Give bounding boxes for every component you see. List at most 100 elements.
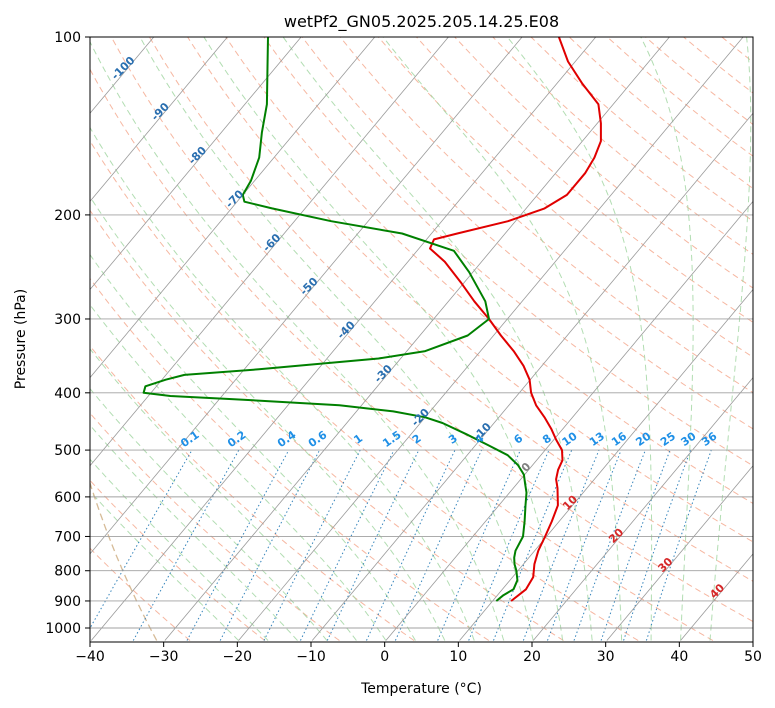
dry-adiabat	[90, 277, 490, 641]
x-tick-label: 40	[670, 649, 688, 665]
mixing-ratio-label: 13	[587, 430, 607, 449]
isotherm-line	[90, 37, 523, 555]
dry-adiabat	[645, 37, 753, 126]
dry-adiabat	[454, 37, 753, 289]
dry-adiabat	[760, 37, 775, 641]
mixing-ratio-label: 0.2	[225, 428, 248, 450]
isotherm-label: 30	[655, 555, 675, 575]
isotherm-label: -60	[260, 231, 283, 254]
isotherm-line	[90, 37, 376, 379]
background-lines	[0, 37, 775, 641]
isotherm-label: 10	[560, 493, 580, 513]
moist-adiabat	[203, 37, 564, 641]
moist-adiabat	[90, 253, 416, 641]
dry-adiabat	[110, 37, 753, 623]
chart-title: wetPf2_GN05.2025.205.14.25.E08	[284, 12, 559, 32]
y-tick-label: 300	[54, 312, 81, 328]
mixing-ratio-line	[522, 449, 600, 641]
x-axis-label: Temperature (°C)	[360, 681, 482, 697]
x-tick-label: 20	[523, 649, 541, 665]
x-tick-label: −20	[223, 649, 253, 665]
isotherm-label: -20	[409, 406, 432, 429]
moist-adiabat	[90, 387, 328, 641]
mixing-ratio-label: 0.1	[178, 428, 201, 450]
moist-adiabat	[709, 37, 752, 641]
isotherm-line	[90, 37, 449, 467]
moist-adiabat	[90, 348, 357, 641]
x-tick-label: 50	[744, 649, 762, 665]
dry-adiabat	[90, 547, 191, 641]
mixing-ratio-line	[645, 449, 712, 641]
mixing-ratio-label: 0.6	[306, 428, 330, 450]
moist-adiabat	[139, 37, 534, 641]
dry-adiabat	[90, 68, 714, 641]
isotherm-line	[0, 37, 6, 641]
dry-adiabat	[90, 412, 340, 641]
dry-adiabat	[90, 140, 639, 641]
mixing-ratio-line	[493, 449, 573, 641]
ozone-curve	[90, 480, 158, 641]
mixing-ratio-line	[90, 449, 193, 630]
moist-adiabat	[382, 37, 623, 641]
mixing-ratio-label: 2	[410, 432, 424, 447]
isotherm-line	[754, 37, 775, 641]
y-tick-label: 500	[54, 443, 81, 459]
dry-adiabat	[90, 345, 415, 641]
moist-adiabat	[90, 458, 269, 641]
plot-frame	[89, 36, 754, 643]
isotherm-line	[680, 553, 753, 641]
isotherm-line	[385, 200, 753, 641]
mixing-ratio-line	[394, 449, 483, 641]
mixing-ratio-line	[300, 449, 395, 641]
x-tick-label: 0	[380, 649, 389, 665]
isotherm-line	[238, 37, 744, 641]
moist-adiabat	[90, 304, 387, 641]
dry-adiabat	[721, 37, 753, 63]
dry-adiabat	[530, 37, 753, 222]
y-axis-label: Pressure (hPa)	[13, 289, 29, 389]
mixing-ratio-line	[263, 449, 361, 641]
isotherm-label: -50	[297, 275, 320, 298]
mixing-ratio-line	[132, 449, 240, 641]
dry-adiabat	[606, 37, 753, 157]
dewpoint-profile	[142, 37, 528, 602]
dry-adiabat	[148, 37, 753, 582]
moist-adiabat	[282, 37, 593, 641]
x-tick-label: 30	[597, 649, 615, 665]
dry-adiabat	[378, 37, 753, 358]
y-tick-label: 200	[54, 208, 81, 224]
mixing-ratio-label: 1	[351, 432, 365, 447]
isotherm-line	[164, 37, 670, 641]
moist-adiabat	[90, 490, 239, 641]
dry-adiabat	[339, 37, 753, 394]
moist-adiabat	[90, 126, 475, 641]
isotherm-line	[90, 37, 302, 291]
isotherm-line	[532, 377, 753, 641]
mixing-ratio-line	[219, 449, 321, 641]
mixing-ratio-label: 8	[540, 432, 554, 447]
isotherm-line	[90, 37, 597, 641]
mixing-ratio-label: 10	[560, 429, 580, 449]
moist-adiabat	[506, 37, 653, 641]
y-tick-label: 400	[54, 386, 81, 402]
dry-adiabat	[416, 37, 753, 323]
isotherm-label: -90	[149, 100, 172, 123]
mixing-ratio-line	[468, 449, 550, 641]
dry-adiabat	[90, 209, 564, 641]
dry-adiabat	[187, 37, 753, 543]
mixing-ratio-label: 0.4	[275, 428, 299, 450]
mixing-ratio-line	[186, 449, 290, 641]
isotherm-label: 40	[707, 581, 727, 601]
y-tick-label: 1000	[45, 621, 81, 637]
y-tick-label: 600	[54, 490, 81, 506]
x-tick-label: −40	[75, 649, 105, 665]
moist-adiabat	[90, 40, 505, 641]
isotherm-label: -40	[335, 318, 358, 341]
x-tick-label: −10	[296, 649, 326, 665]
y-tick-label: 900	[54, 594, 81, 610]
isotherm-line	[311, 112, 753, 641]
isotherm-line	[606, 465, 753, 641]
mixing-ratio-line	[600, 449, 671, 641]
